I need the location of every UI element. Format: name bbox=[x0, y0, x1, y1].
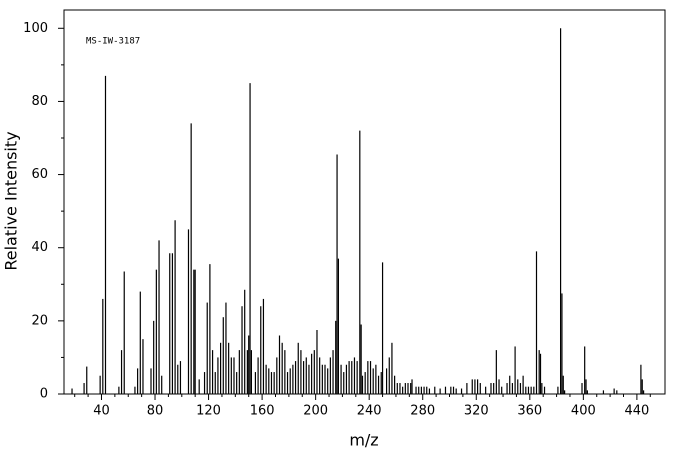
x-tick-label: 360 bbox=[517, 404, 542, 419]
x-axis-label: m/z bbox=[349, 431, 378, 450]
x-tick-label: 40 bbox=[93, 404, 110, 419]
y-tick-label: 60 bbox=[31, 167, 48, 182]
x-tick-label: 400 bbox=[571, 404, 596, 419]
y-tick-label: 20 bbox=[31, 313, 48, 328]
x-tick-label: 240 bbox=[357, 404, 382, 419]
x-tick-label: 280 bbox=[410, 404, 435, 419]
y-tick-label: 80 bbox=[31, 94, 48, 109]
x-tick-label: 320 bbox=[464, 404, 489, 419]
plot-frame bbox=[63, 9, 666, 395]
y-tick-label: 100 bbox=[23, 21, 48, 36]
x-tick-label: 120 bbox=[196, 404, 221, 419]
y-axis-label: Relative Intensity bbox=[2, 131, 21, 270]
x-tick-label: 440 bbox=[624, 404, 649, 419]
x-tick-label: 200 bbox=[303, 404, 328, 419]
y-tick-label: 0 bbox=[40, 387, 48, 402]
x-tick-label: 80 bbox=[147, 404, 164, 419]
annotation: MS-IW-3187 bbox=[86, 37, 140, 47]
x-tick-label: 160 bbox=[250, 404, 275, 419]
y-tick-label: 40 bbox=[31, 240, 48, 255]
